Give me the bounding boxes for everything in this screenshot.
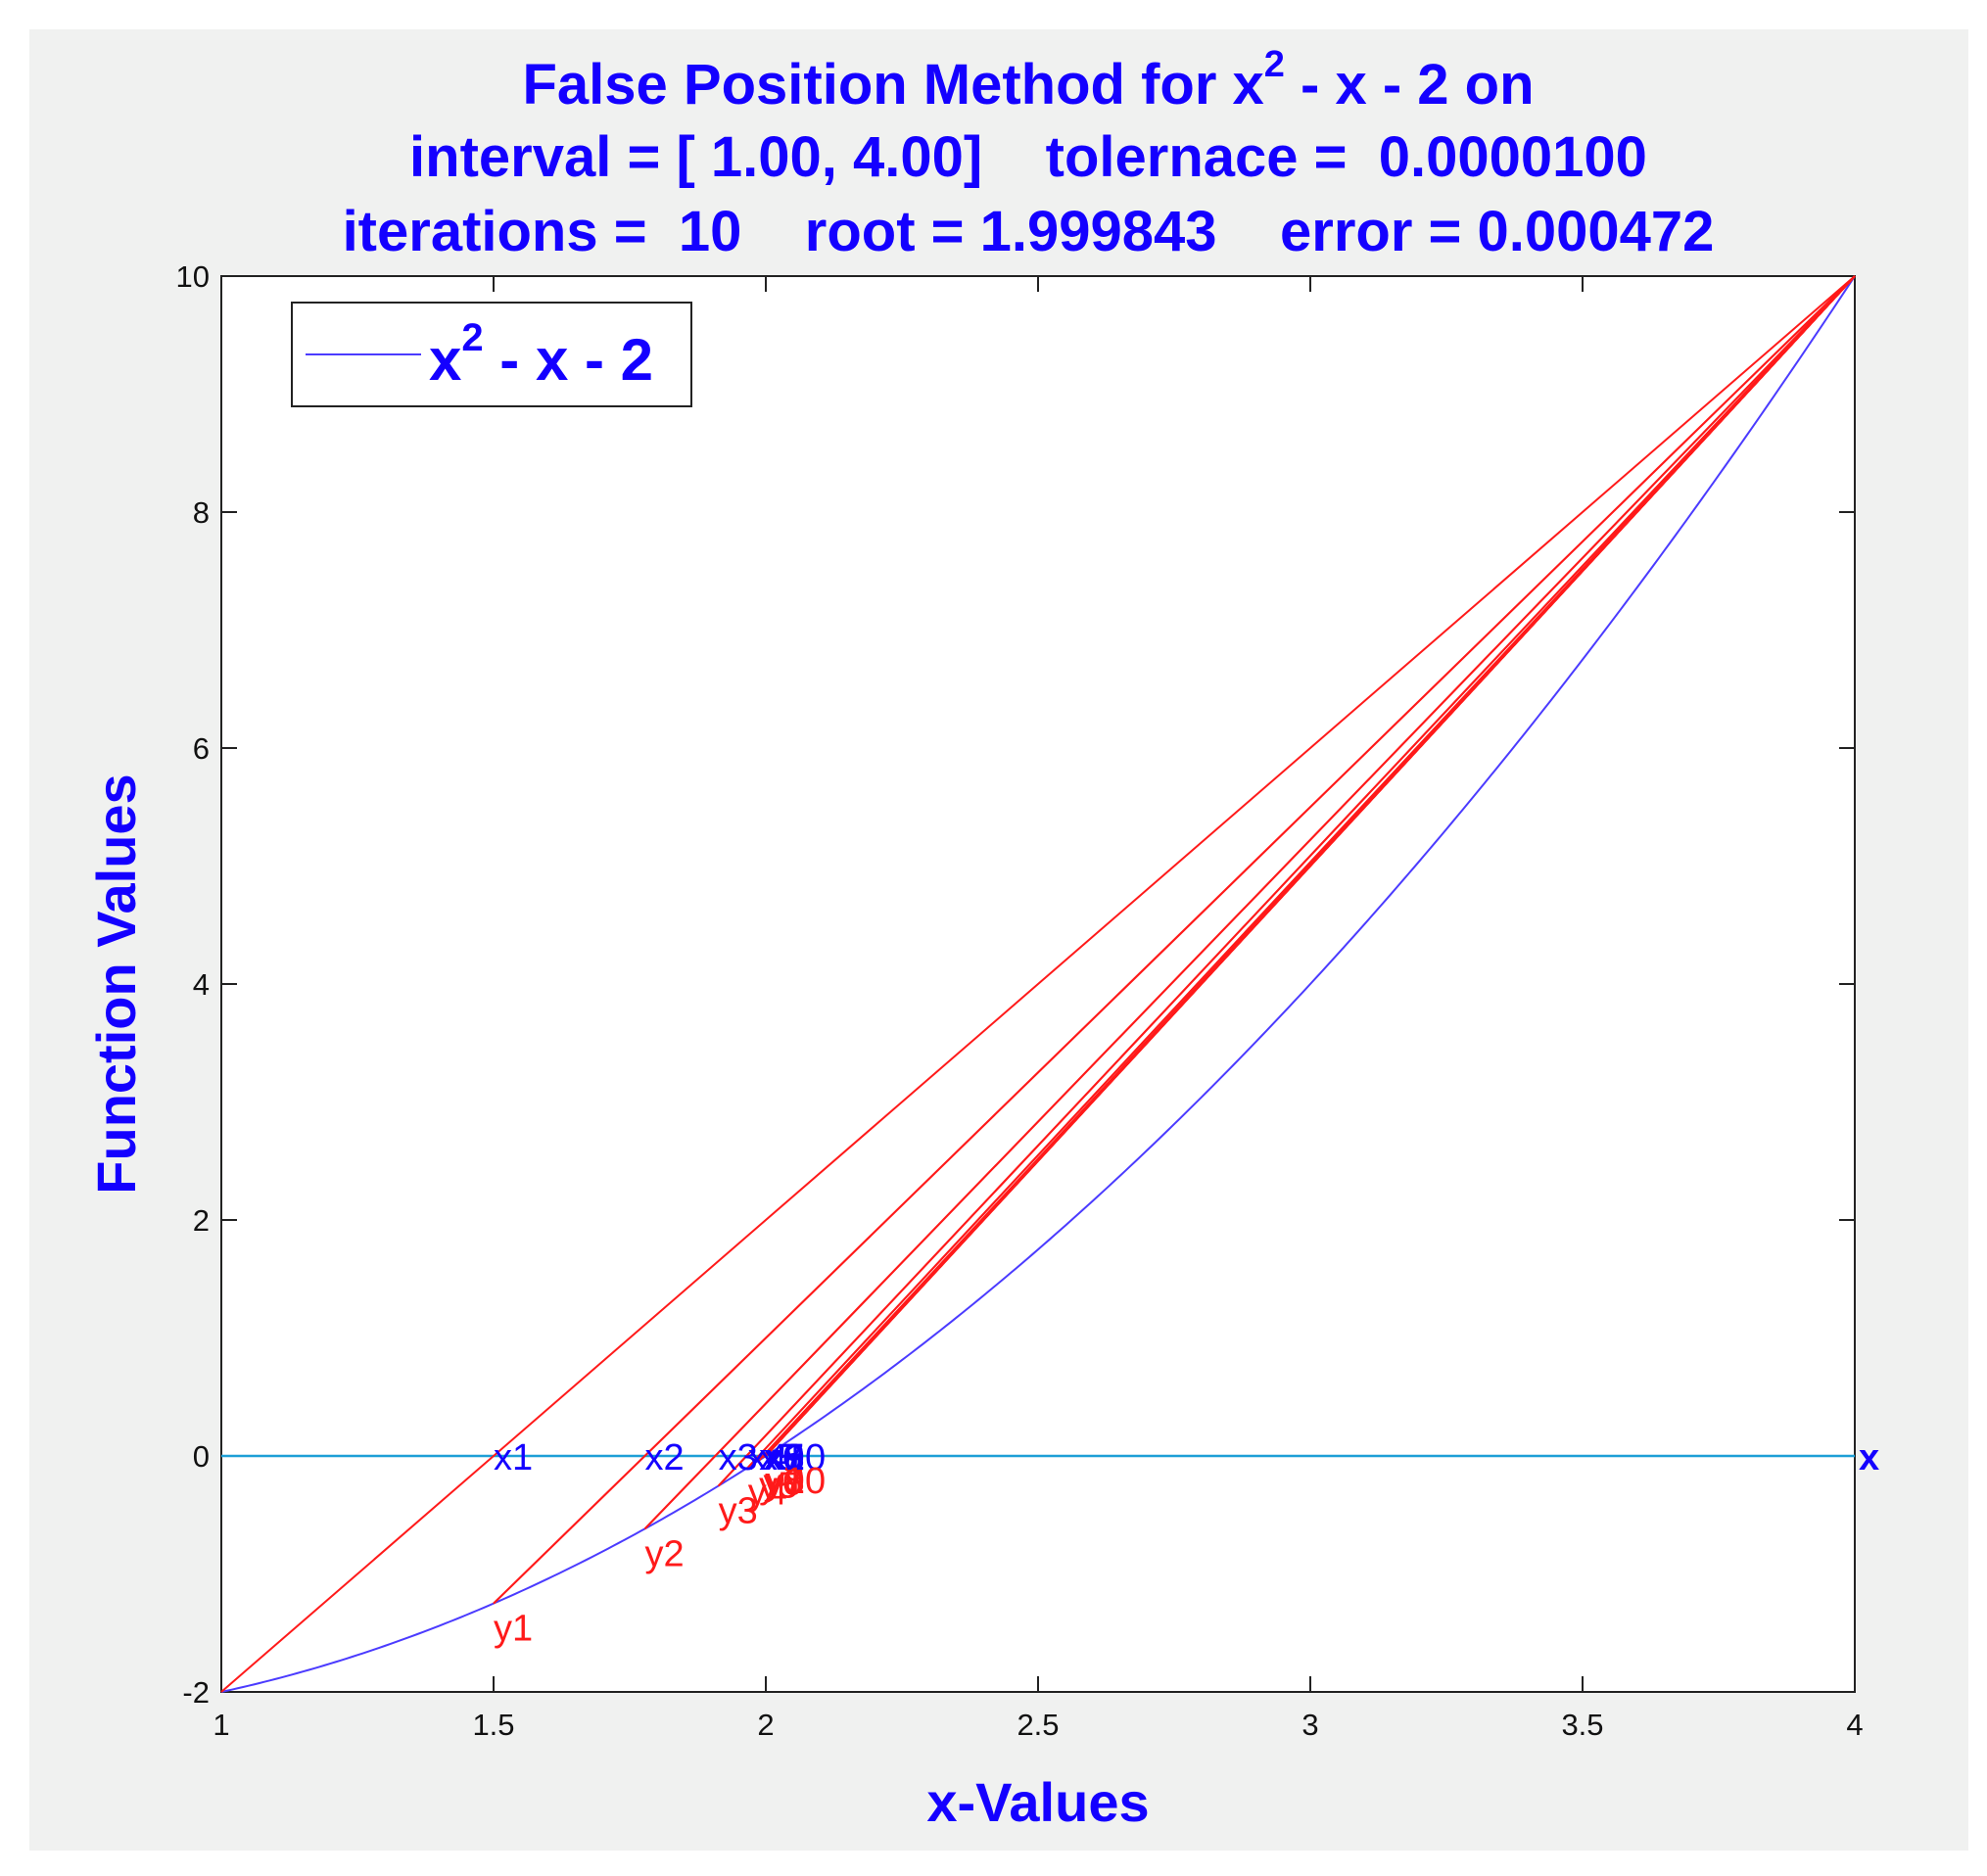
y-axis-label: Function Values <box>85 774 147 1194</box>
iterate-y-label: y6 <box>763 1463 802 1504</box>
y-tick-label: 4 <box>193 967 210 1002</box>
iterate-y-label: y3 <box>719 1491 758 1532</box>
iterate-x-label: x2 <box>644 1437 684 1478</box>
iterate-y-label: y1 <box>494 1609 533 1650</box>
x-tick-label: 1 <box>213 1708 229 1742</box>
iterate-x-label: x4 <box>748 1437 787 1478</box>
x-tick-label: 2.5 <box>1017 1708 1059 1742</box>
x-axis-label: x-Values <box>926 1771 1149 1833</box>
secant-line <box>643 275 1856 1530</box>
x-tick-label: 4 <box>1846 1708 1863 1742</box>
iterate-y-label: y9 <box>766 1461 805 1502</box>
iterate-x-label: x1 <box>494 1437 533 1478</box>
x-tick-label: 2 <box>757 1708 774 1742</box>
y-tick-label: -2 <box>182 1675 210 1710</box>
end-marker-label: x <box>1859 1437 1879 1478</box>
iterate-x-label: x5 <box>759 1437 798 1478</box>
iterate-labels-group: x1 y1 x2 y2 x3 y3 x4y4x5y5x6y6x7y7x8y8x9y9x10y… <box>494 1437 1879 1650</box>
iterate-y-label: y7 <box>765 1462 804 1503</box>
y-tick-label: 2 <box>193 1203 210 1238</box>
function-curve-group <box>220 275 1856 1693</box>
y-tick-label: 6 <box>193 731 210 766</box>
iterate-x-label: x8 <box>766 1437 805 1478</box>
chart-title-line-1: False Position Method for x2 - x - 2 on <box>522 44 1534 117</box>
iterate-x-label: x3 <box>719 1437 758 1478</box>
axes: 1 1.5 2 2.5 3 3.5 4 -2 0 2 4 6 8 10 <box>176 259 1864 1742</box>
secant-line <box>765 275 1856 1457</box>
iterate-x-label: x9 <box>766 1437 805 1478</box>
iterate-y-label: y4 <box>748 1473 787 1514</box>
y-tick-label: 0 <box>193 1439 210 1474</box>
secant-lines-group <box>220 275 1856 1693</box>
secant-line <box>493 275 1856 1605</box>
iterate-y-label: y5 <box>759 1465 798 1506</box>
iterate-x-label: x6 <box>763 1437 802 1478</box>
chart-title-line-3: iterations = 10 root = 1.999843 error = … <box>343 200 1715 263</box>
iterate-y-label: y8 <box>766 1461 805 1502</box>
iterate-y-label: y2 <box>644 1533 684 1574</box>
secant-line <box>717 275 1856 1487</box>
chart-title-line-2: interval = [ 1.00, 4.00] tolernace = 0.0… <box>409 125 1647 189</box>
x-tick-label: 1.5 <box>472 1708 514 1742</box>
y-tick-label: 10 <box>176 259 210 294</box>
legend: x2 - x - 2 <box>291 302 692 407</box>
x-tick-label: 3.5 <box>1561 1708 1603 1742</box>
secant-line <box>220 275 1856 1693</box>
function-curve <box>220 275 1856 1693</box>
iterate-y-label: y10 <box>766 1461 826 1502</box>
legend-entry-label: x2 - x - 2 <box>429 316 653 393</box>
iterate-x-label: x7 <box>765 1437 804 1478</box>
x-tick-label: 3 <box>1301 1708 1318 1742</box>
y-tick-label: 8 <box>193 495 210 530</box>
iterate-x-label: x10 <box>766 1437 826 1478</box>
